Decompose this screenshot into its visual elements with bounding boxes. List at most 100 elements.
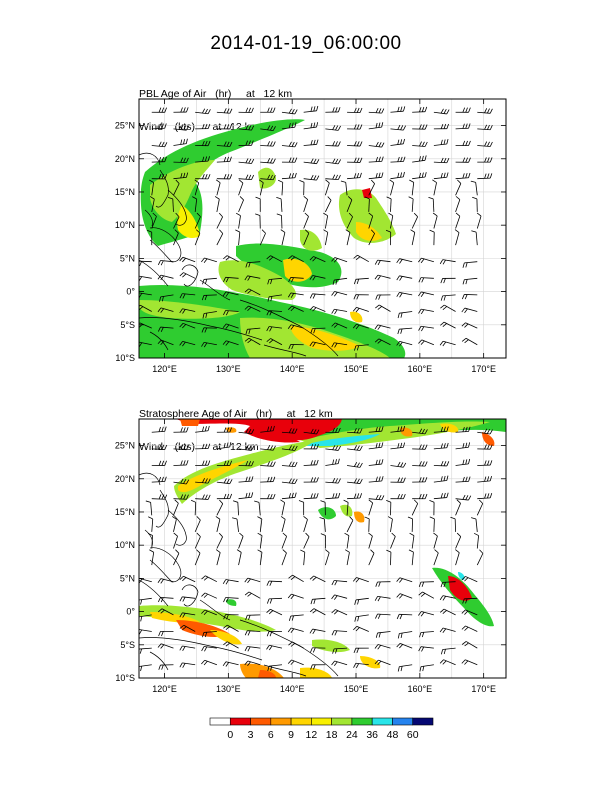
wind-barb-shaft: [139, 322, 152, 329]
wind-barb-feather: [238, 179, 244, 184]
wind-barb-feather: [359, 445, 363, 451]
wind-barb-feather: [335, 158, 339, 164]
wind-barb-feather: [439, 659, 444, 664]
wind-barb-feather: [443, 461, 447, 466]
wind-barb-feather: [331, 594, 335, 600]
wind-barb-feather: [272, 445, 276, 451]
wind-barb-feather: [455, 196, 461, 200]
wind-barb-feather: [335, 174, 338, 180]
wind-barb-feather: [294, 109, 298, 115]
wind-barb-feather: [290, 307, 295, 312]
wind-barb-feather: [223, 156, 227, 162]
wind-barb-shaft: [182, 612, 196, 616]
wind-barb-feather: [290, 256, 296, 261]
wind-barb-feather: [139, 648, 143, 654]
wind-barb-feather: [139, 342, 143, 348]
wind-barb-feather: [248, 158, 252, 164]
wind-barb-shaft: [335, 609, 348, 616]
wind-barb-feather: [381, 172, 384, 178]
wind-barb-feather: [353, 173, 357, 179]
wind-barb-feather: [287, 292, 292, 298]
wind-barb-feather: [204, 646, 208, 652]
wind-barb-feather: [140, 666, 143, 672]
wind-barb-feather: [313, 429, 317, 434]
wind-barb-shaft: [312, 341, 326, 346]
wind-barb-shaft: [238, 448, 252, 451]
wind-barb-shaft: [291, 659, 304, 666]
wind-barb-feather: [229, 174, 233, 180]
wind-barb-shaft: [225, 310, 239, 312]
wind-barb-feather: [267, 141, 270, 147]
wind-barb-feather: [203, 258, 208, 263]
wind-barb-shaft: [477, 480, 491, 483]
wind-barb-feather: [244, 577, 249, 583]
wind-barb-feather: [270, 476, 273, 482]
wind-barb-feather: [442, 306, 448, 310]
panel-2-field-line: Stratosphere Age of Air (hr) at 12 km: [139, 408, 333, 420]
wind-barb-feather: [157, 274, 162, 280]
wind-barb-feather: [397, 124, 401, 130]
wind-barb-feather: [353, 254, 358, 259]
wind-barb-feather: [487, 173, 490, 179]
wind-barb-shaft: [281, 465, 295, 468]
wind-barb-feather: [310, 139, 313, 146]
wind-barb-shaft: [270, 608, 283, 616]
wind-barb-feather: [375, 172, 378, 179]
panel-1-map: 120°E 130°E 140°E 150°E 160°E 170°E 25°N 20°N 15…: [115, 98, 507, 374]
wind-barb-feather: [179, 662, 183, 668]
wind-barb-feather: [158, 107, 162, 113]
wind-barb-feather: [465, 598, 468, 604]
wind-barb-feather: [223, 310, 226, 316]
wind-barb-feather: [270, 296, 273, 302]
wind-barb-feather: [160, 327, 164, 332]
wind-barb-shaft: [195, 498, 209, 500]
wind-barb-shaft: [291, 627, 304, 632]
wind-barb-feather: [186, 460, 189, 466]
wind-barb-feather: [403, 442, 406, 448]
wind-barb-feather: [255, 196, 261, 200]
wind-barb-feather: [272, 107, 276, 113]
wind-barb-feather: [443, 157, 447, 163]
wind-barb-feather: [408, 549, 414, 553]
wind-barb-feather: [225, 341, 230, 346]
wind-barb-feather: [334, 630, 338, 636]
wind-barb-feather: [316, 493, 319, 499]
wind-barb-shaft: [455, 183, 462, 196]
wind-barb-feather: [442, 596, 446, 601]
wind-barb-feather: [428, 196, 434, 200]
wind-barb-shaft: [477, 145, 491, 147]
wind-barb-feather: [272, 126, 276, 131]
wind-barb-feather: [332, 158, 336, 164]
wind-barb-shaft: [281, 145, 295, 148]
wind-barb-feather: [244, 305, 249, 310]
wind-barb-feather: [272, 175, 276, 180]
wind-barb-feather: [182, 596, 186, 602]
wind-barb-feather: [340, 180, 346, 183]
wind-barb-feather: [180, 427, 183, 433]
wind-barb-feather: [245, 124, 249, 130]
wind-barb-shaft: [465, 576, 478, 583]
wind-barb-shaft: [444, 304, 456, 312]
lon-tick-label: 140°E: [280, 364, 305, 374]
wind-barb-shaft: [259, 552, 263, 566]
wind-barb-shaft: [334, 257, 348, 263]
wind-barb-feather: [468, 426, 471, 432]
wind-barb-feather: [440, 649, 444, 655]
wind-barb-feather: [332, 174, 336, 180]
wind-barb-feather: [180, 124, 184, 130]
wind-barb-feather: [160, 340, 165, 346]
wind-barb-feather: [310, 106, 313, 112]
wind-barb-feather: [291, 157, 295, 163]
wind-barb-feather: [309, 608, 315, 613]
wind-barb-feather: [421, 646, 425, 652]
wind-barb-shaft: [433, 215, 438, 229]
wind-barb-feather: [471, 230, 477, 233]
wind-barb-shaft: [160, 326, 174, 329]
wind-barb-feather: [464, 577, 469, 582]
wind-barb-feather: [251, 461, 254, 467]
wind-barb-feather: [378, 156, 381, 162]
wind-barb-shaft: [455, 463, 469, 466]
colorbar-label: 6: [268, 729, 274, 741]
wind-barb-feather: [201, 295, 205, 301]
wind-barb-feather: [226, 442, 229, 448]
